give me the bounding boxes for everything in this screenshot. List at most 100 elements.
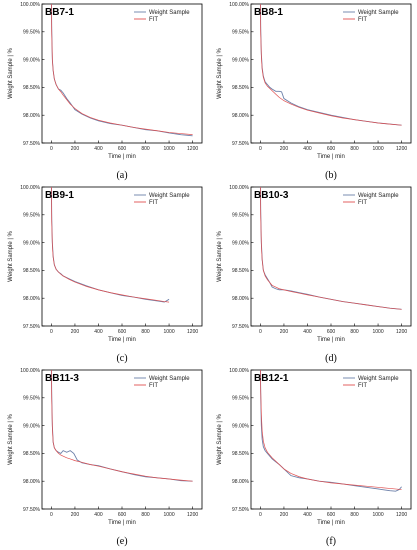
x-tick-label: 800 bbox=[350, 146, 359, 152]
x-tick-label: 800 bbox=[141, 329, 150, 335]
x-axis-label: Time | min bbox=[108, 154, 136, 160]
panel-caption: (e) bbox=[116, 536, 127, 547]
y-axis-label: Weight Sample | % bbox=[217, 413, 223, 464]
chart-title: BB12-1 bbox=[254, 373, 289, 384]
y-tick-label: 100.00% bbox=[229, 2, 249, 8]
y-tick-label: 97.50% bbox=[23, 507, 41, 513]
chart-panel-1: 97.50% 98.00% 98.50% 99.00% 99.50% 100.00% 0 20… bbox=[8, 2, 203, 181]
y-tick-label: 98.50% bbox=[23, 268, 41, 274]
y-tick-label: 97.50% bbox=[232, 507, 250, 513]
y-tick-label: 99.50% bbox=[232, 213, 250, 219]
chart-panel-5: 97.50% 98.00% 98.50% 99.00% 99.50% 100.00% 0 20… bbox=[8, 368, 203, 547]
x-tick-label: 1000 bbox=[372, 512, 383, 518]
x-tick-label: 600 bbox=[118, 329, 127, 335]
x-tick-label: 1000 bbox=[163, 329, 174, 335]
panel-caption: (a) bbox=[116, 170, 127, 181]
y-tick-label: 98.00% bbox=[232, 296, 250, 302]
x-tick-label: 600 bbox=[327, 146, 336, 152]
plot-frame bbox=[41, 3, 203, 144]
x-tick-label: 1000 bbox=[163, 146, 174, 152]
y-axis-label: Weight Sample | % bbox=[217, 47, 223, 98]
y-tick-label: 98.50% bbox=[232, 85, 250, 91]
x-tick-label: 200 bbox=[71, 512, 80, 518]
y-tick-label: 97.50% bbox=[232, 141, 250, 147]
plot-frame bbox=[41, 186, 203, 327]
y-tick-label: 100.00% bbox=[229, 185, 249, 191]
chart-title: BB11-3 bbox=[45, 373, 79, 384]
series-line-fit bbox=[260, 370, 402, 490]
series-line-fit bbox=[51, 370, 193, 482]
y-tick-label: 98.00% bbox=[232, 113, 250, 119]
y-tick-label: 99.00% bbox=[23, 240, 41, 246]
x-tick-label: 600 bbox=[327, 329, 336, 335]
x-tick-label: 200 bbox=[280, 512, 289, 518]
chart-panel-4: 97.50% 98.00% 98.50% 99.00% 99.50% 100.00% 0 20… bbox=[217, 185, 412, 364]
y-tick-label: 100.00% bbox=[229, 368, 249, 374]
x-tick-label: 0 bbox=[259, 512, 262, 518]
legend-entry: FIT bbox=[358, 200, 367, 206]
y-tick-label: 97.50% bbox=[23, 324, 41, 330]
y-tick-label: 98.00% bbox=[23, 479, 41, 485]
panel-caption: (c) bbox=[116, 353, 127, 364]
y-tick-label: 98.00% bbox=[23, 113, 41, 119]
x-tick-label: 0 bbox=[50, 146, 53, 152]
chart-title: BB9-1 bbox=[45, 190, 74, 201]
x-axis-label: Time | min bbox=[317, 337, 345, 343]
y-tick-label: 98.50% bbox=[232, 268, 250, 274]
y-tick-label: 98.00% bbox=[232, 479, 250, 485]
legend-entry: Weight Sample bbox=[358, 376, 399, 382]
chart-panel-3: 97.50% 98.00% 98.50% 99.00% 99.50% 100.00% 0 20… bbox=[8, 185, 203, 364]
y-tick-label: 98.50% bbox=[23, 451, 41, 457]
x-tick-label: 400 bbox=[303, 329, 312, 335]
y-tick-label: 99.00% bbox=[23, 57, 41, 63]
x-axis-label: Time | min bbox=[108, 520, 136, 526]
y-axis-label: Weight Sample | % bbox=[8, 47, 14, 98]
y-tick-label: 99.00% bbox=[232, 240, 250, 246]
x-tick-label: 600 bbox=[118, 146, 127, 152]
y-axis-label: Weight Sample | % bbox=[8, 230, 14, 281]
x-tick-label: 800 bbox=[141, 512, 150, 518]
y-tick-label: 98.50% bbox=[232, 451, 250, 457]
y-tick-label: 99.00% bbox=[23, 423, 41, 429]
legend-entry: Weight Sample bbox=[358, 10, 399, 16]
x-tick-label: 1000 bbox=[372, 329, 383, 335]
x-axis-label: Time | min bbox=[317, 520, 345, 526]
legend-entry: FIT bbox=[358, 17, 367, 23]
plot-frame bbox=[250, 369, 412, 510]
x-tick-label: 800 bbox=[350, 329, 359, 335]
y-tick-label: 99.00% bbox=[232, 57, 250, 63]
x-axis-label: Time | min bbox=[108, 337, 136, 343]
y-tick-label: 100.00% bbox=[20, 368, 40, 374]
x-tick-label: 1200 bbox=[396, 512, 407, 518]
panel-caption: (b) bbox=[325, 170, 337, 181]
x-tick-label: 1200 bbox=[187, 146, 198, 152]
x-tick-label: 1200 bbox=[396, 329, 407, 335]
y-axis-label: Weight Sample | % bbox=[8, 413, 14, 464]
legend-entry: FIT bbox=[358, 383, 367, 389]
x-tick-label: 400 bbox=[94, 329, 103, 335]
plot-frame bbox=[41, 369, 203, 510]
x-axis-label: Time | min bbox=[317, 154, 345, 160]
legend-entry: FIT bbox=[149, 17, 158, 23]
y-tick-label: 97.50% bbox=[232, 324, 250, 330]
chart-title: BB10-3 bbox=[254, 190, 289, 201]
x-tick-label: 0 bbox=[50, 512, 53, 518]
y-tick-label: 98.00% bbox=[23, 296, 41, 302]
x-tick-label: 1200 bbox=[187, 512, 198, 518]
x-tick-label: 200 bbox=[71, 329, 80, 335]
x-tick-label: 0 bbox=[50, 329, 53, 335]
chart-title: BB7-1 bbox=[45, 7, 74, 18]
x-tick-label: 0 bbox=[259, 146, 262, 152]
y-tick-label: 99.50% bbox=[23, 213, 41, 219]
series-line-fit bbox=[51, 4, 193, 136]
plot-frame bbox=[250, 3, 412, 144]
legend-entry: FIT bbox=[149, 383, 158, 389]
y-axis-label: Weight Sample | % bbox=[217, 230, 223, 281]
x-tick-label: 400 bbox=[94, 146, 103, 152]
panel-caption: (f) bbox=[326, 536, 336, 547]
y-tick-label: 99.50% bbox=[23, 30, 41, 36]
x-tick-label: 200 bbox=[280, 329, 289, 335]
legend-entry: FIT bbox=[149, 200, 158, 206]
